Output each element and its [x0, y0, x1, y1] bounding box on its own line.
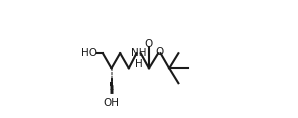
- Text: O: O: [155, 47, 164, 57]
- Text: H: H: [135, 59, 142, 69]
- Text: OH: OH: [103, 98, 119, 108]
- Text: O: O: [145, 39, 153, 49]
- Text: NH: NH: [131, 48, 146, 58]
- Text: HO: HO: [81, 48, 97, 58]
